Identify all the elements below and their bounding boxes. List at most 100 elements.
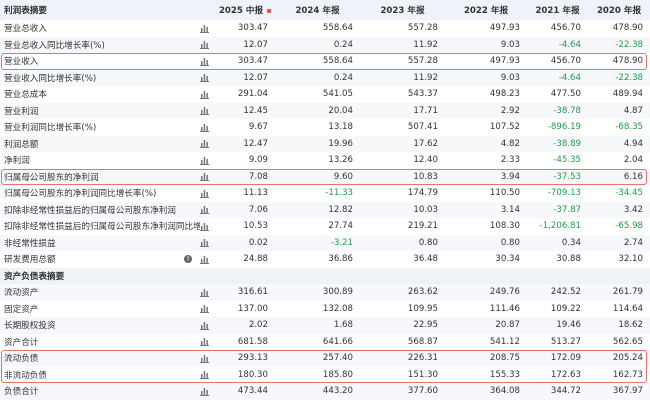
chart-icon[interactable] — [200, 24, 209, 33]
cell-value: 174.79 — [407, 188, 438, 199]
cell-value: 19.96 — [328, 138, 353, 149]
table-row: 营业利润同比增长率(%) 9.67 13.18 507.41 107.52 -896.19… — [0, 119, 650, 136]
row-label-text: 负债合计 — [4, 387, 39, 398]
cell-value: 10.83 — [413, 171, 438, 182]
chart-icon[interactable] — [200, 337, 209, 347]
row-label: 扣除非经常性损益后的归属母公司股东净利润同比增 — [0, 220, 215, 232]
cell-value: 30.88 — [556, 254, 581, 265]
cell-value: 543.37 — [407, 89, 438, 100]
chart-icon[interactable] — [200, 288, 209, 297]
chart-icon[interactable] — [200, 321, 209, 330]
chart-icon[interactable] — [200, 123, 209, 132]
chart-icon[interactable] — [200, 106, 209, 116]
row-label-text: 扣除非经常性损益后的归属母公司股东净利润同比增 — [4, 222, 200, 233]
cell-value: -65.98 — [615, 221, 643, 232]
chart-icon[interactable] — [200, 238, 209, 248]
row-label: 营业总成本 — [0, 88, 215, 100]
cell-value: 3.94 — [500, 171, 520, 182]
cell-value: 20.87 — [495, 320, 520, 331]
row-label-text: 长期股权投资 — [4, 321, 56, 332]
cell-value: 4.87 — [623, 105, 643, 116]
cell-value: 344.72 — [550, 386, 581, 397]
chart-icon[interactable] — [200, 90, 209, 99]
chart-icon[interactable] — [200, 40, 209, 50]
chart-icon[interactable] — [200, 370, 209, 380]
cell-value: 0.24 — [333, 39, 353, 50]
cell-value: 513.27 — [550, 336, 581, 347]
cell-value: 9.67 — [248, 122, 268, 133]
cell-value: 172.09 — [550, 353, 581, 364]
cell-value: 557.28 — [407, 23, 438, 34]
row-label: 营业收入同比增长率(%) — [0, 72, 215, 84]
cell-value: 456.70 — [550, 23, 581, 34]
cell-value: 377.60 — [407, 386, 438, 397]
column-header: 2020 年报 — [596, 6, 642, 16]
cell-value: 557.28 — [407, 56, 438, 67]
cell-value: 12.82 — [328, 204, 353, 215]
row-label: 资产合计 — [0, 336, 215, 348]
cell-value: -896.19 — [547, 122, 581, 133]
table-row: 利润总额 12.47 19.96 17.62 4.82 -38.89 4.94 — [0, 135, 650, 152]
table-row: 营业总收入同比增长率(%) 12.07 0.24 11.92 9.03 -4.64 -22.… — [0, 36, 650, 53]
chart-icon[interactable] — [200, 57, 209, 66]
row-label-text: 营业总收入 — [4, 24, 47, 35]
row-label-text: 营业收入 — [4, 57, 39, 68]
cell-value: 641.66 — [322, 336, 353, 347]
table-row: 净利润 9.09 13.26 12.40 2.33 -45.35 2.04 — [0, 152, 650, 169]
section-title: 利润表摘要 — [0, 4, 215, 16]
cell-value: 13.26 — [328, 155, 353, 166]
cell-value: 497.93 — [489, 23, 520, 34]
chart-icon[interactable] — [200, 304, 209, 314]
cell-value: 12.47 — [243, 138, 268, 149]
cell-value: 9.03 — [500, 72, 520, 83]
column-header: 2023 年报 — [380, 6, 425, 16]
row-label: 流动负债 — [0, 352, 215, 364]
row-label: 营业利润 — [0, 105, 215, 117]
cell-value: 263.62 — [407, 287, 438, 298]
section-title: 资产负债表摘要 — [0, 270, 215, 282]
highlight-box — [1, 53, 647, 70]
row-label-text: 营业利润 — [4, 106, 39, 117]
cell-value: 11.13 — [243, 188, 268, 199]
table-row: 非流动负债 180.30 185.80 151.30 155.33 172.63 162.7… — [0, 367, 650, 384]
cell-value: 7.06 — [248, 204, 268, 215]
cell-value: 17.62 — [413, 138, 438, 149]
row-label: 营业收入 — [0, 55, 215, 67]
cell-value: 291.04 — [237, 89, 268, 100]
column-header: 2022 年报 — [463, 6, 509, 16]
row-label: 研发费用总额? — [0, 253, 215, 265]
cell-value: 0.02 — [248, 237, 268, 248]
cell-value: 109.22 — [550, 303, 581, 314]
table-row: 扣除非经常性损益后的归属母公司股东净利润 7.06 12.82 10.03 3.14 -3… — [0, 201, 650, 218]
cell-value: 114.64 — [612, 303, 643, 314]
cell-value: 0.80 — [418, 237, 438, 248]
row-label-text: 净利润 — [4, 156, 30, 167]
chart-icon[interactable] — [200, 222, 209, 231]
chart-icon[interactable] — [200, 354, 209, 363]
cell-value: 12.45 — [243, 105, 268, 116]
cell-value: 110.50 — [489, 188, 520, 199]
chart-icon[interactable] — [200, 189, 209, 198]
chart-icon[interactable] — [200, 156, 209, 165]
chart-icon[interactable] — [200, 255, 209, 264]
table-row: 负债合计 473.44 443.20 377.60 364.08 344.72 367.97 — [0, 383, 650, 400]
cell-value: 155.33 — [489, 369, 520, 380]
cell-value: 498.23 — [489, 89, 520, 100]
row-label-text: 营业利润同比增长率(%) — [4, 123, 97, 134]
info-icon[interactable]: ? — [184, 255, 192, 264]
chart-icon[interactable] — [200, 73, 209, 83]
row-label: 负债合计 — [0, 385, 215, 397]
chart-icon[interactable] — [200, 205, 209, 215]
cell-value: -4.64 — [558, 72, 581, 83]
cell-value: 36.86 — [328, 254, 353, 265]
row-label: 长期股权投资 — [0, 319, 215, 331]
cell-value: 541.05 — [322, 89, 353, 100]
chart-icon[interactable] — [200, 387, 209, 396]
cell-value: 456.70 — [550, 56, 581, 67]
cell-value: 9.09 — [248, 155, 268, 166]
chart-icon[interactable] — [200, 172, 209, 182]
cell-value: 36.48 — [413, 254, 438, 265]
cell-value: 180.30 — [237, 369, 268, 380]
chart-icon[interactable] — [200, 139, 209, 149]
cell-value: -68.35 — [615, 122, 643, 133]
